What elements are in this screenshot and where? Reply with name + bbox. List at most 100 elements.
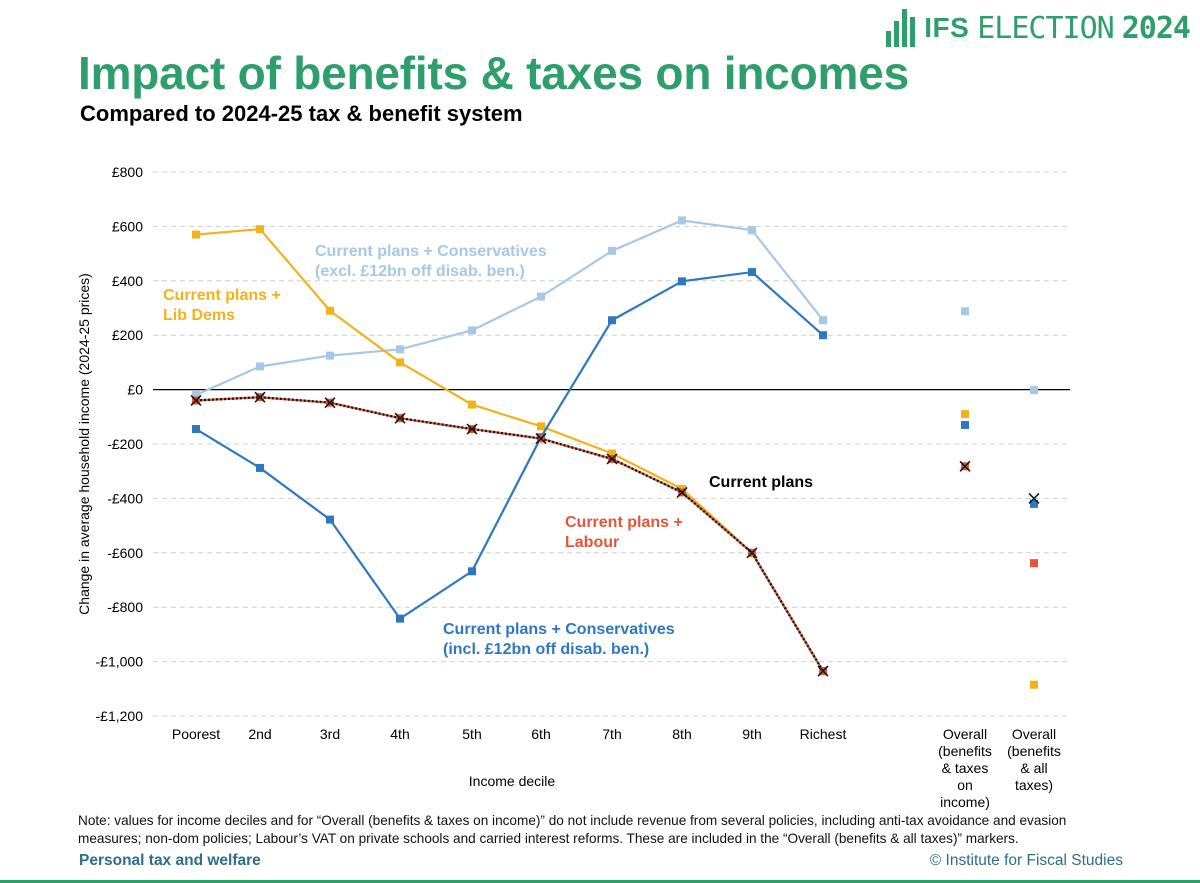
overall-point <box>1030 386 1038 395</box>
footer-section: Personal tax and welfare <box>79 852 261 869</box>
data-point <box>396 614 404 623</box>
x-tick-label: 2nd <box>248 726 271 742</box>
x-tick-label: 6th <box>531 726 550 742</box>
x-tick-label: 8th <box>672 726 691 742</box>
x-tick-label-overall: taxes) <box>1015 777 1053 793</box>
data-point <box>324 397 336 409</box>
brand-ifs: IFS <box>924 12 970 43</box>
data-point <box>608 316 616 325</box>
data-point <box>256 463 264 472</box>
page-title: Impact of benefits & taxes on incomes <box>78 47 910 99</box>
series-label: (incl. £12bn off disab. ben.) <box>443 641 649 658</box>
overall-point <box>1030 680 1038 689</box>
x-tick-label-overall: (benefits <box>938 743 992 759</box>
x-tick-label-overall: Overall <box>1012 726 1056 742</box>
y-tick-label: -£400 <box>107 490 143 506</box>
data-point <box>326 351 334 360</box>
data-point <box>254 391 266 403</box>
data-point <box>748 268 756 277</box>
data-point <box>676 486 688 498</box>
x-tick-label: 5th <box>462 726 481 742</box>
data-point <box>746 547 758 559</box>
overall-point <box>1030 559 1038 568</box>
y-tick-label: -£200 <box>107 436 143 452</box>
series-line <box>195 219 824 397</box>
y-axis-title: Change in average household income (2024… <box>76 273 92 615</box>
data-point <box>468 326 476 335</box>
overall-point <box>961 307 969 316</box>
series-label: Current plans + Conservatives <box>443 621 675 638</box>
series-line <box>195 270 824 621</box>
x-tick-label-overall: (benefits <box>1007 743 1061 759</box>
data-point <box>678 277 686 286</box>
data-point <box>535 432 547 445</box>
footer-copyright: © Institute for Fiscal Studies <box>929 852 1123 869</box>
y-tick-label: -£800 <box>107 599 143 615</box>
series-line <box>195 227 824 672</box>
x-tick-label: Richest <box>800 726 847 742</box>
brand-election: ELECTION <box>977 10 1114 46</box>
overall-point <box>1030 499 1038 508</box>
x-tick-label: 9th <box>742 726 761 742</box>
data-point <box>192 391 200 400</box>
x-tick-label: 7th <box>602 726 621 742</box>
data-point <box>537 292 545 301</box>
series-label: Current plans + Conservatives <box>315 243 547 260</box>
x-axis-title: Income decile <box>469 773 556 789</box>
x-tick-label: 3rd <box>320 726 340 742</box>
overall-point <box>959 460 971 472</box>
series-label: Labour <box>565 534 619 551</box>
x-tick-label: 4th <box>390 726 409 742</box>
series-label: (excl. £12bn off disab. ben.) <box>315 263 525 280</box>
x-tick-label-overall: & taxes <box>942 760 989 776</box>
overall-point <box>961 420 969 429</box>
y-tick-label: £400 <box>112 273 143 289</box>
x-tick-label: Poorest <box>172 726 220 742</box>
x-tick-label-overall: income) <box>940 794 990 810</box>
brand-year: 2024 <box>1121 10 1191 46</box>
data-point <box>396 345 404 354</box>
x-tick-label-overall: Overall <box>943 726 987 742</box>
x-tick-label-overall: & all <box>1020 760 1047 776</box>
y-tick-label: £600 <box>112 218 143 234</box>
x-tick-label-overall: on <box>957 777 973 793</box>
data-point <box>819 331 827 340</box>
data-point <box>190 394 202 407</box>
data-point <box>819 316 827 325</box>
y-tick-label: -£600 <box>107 545 143 561</box>
data-point <box>608 449 616 458</box>
series-label: Current plans <box>709 474 813 491</box>
data-point <box>537 422 545 431</box>
data-point <box>192 425 200 434</box>
data-point <box>468 567 476 576</box>
data-point <box>192 230 200 239</box>
data-point <box>468 400 476 409</box>
data-point <box>256 362 264 371</box>
data-point <box>608 246 616 255</box>
overall-point <box>961 410 969 419</box>
page-subtitle: Compared to 2024-25 tax & benefit system <box>80 101 523 126</box>
data-point <box>678 216 686 225</box>
series-label: Current plans + <box>565 514 683 531</box>
y-tick-label: £800 <box>112 164 143 180</box>
data-point <box>396 358 404 367</box>
bottom-rule <box>0 880 1200 883</box>
series-label: Current plans + <box>163 287 281 304</box>
y-tick-label: £0 <box>127 382 143 398</box>
ifs-election-logo: IFS ELECTION 2024 <box>886 6 1191 50</box>
series-line-current-plans <box>195 396 825 672</box>
y-tick-label: -£1,200 <box>96 708 144 724</box>
data-point <box>326 515 334 524</box>
data-point <box>817 665 829 677</box>
series-label: Lib Dems <box>163 307 235 324</box>
bar-chart-icon <box>886 9 918 47</box>
line-chart: £800 £600 £400 £200 £0 -£200 -£400 -£600 -£800 -£… <box>76 164 1070 810</box>
data-point <box>748 226 756 235</box>
data-point <box>256 225 264 234</box>
overall-point <box>1028 492 1040 504</box>
chart-note: Note: values for income deciles and for … <box>78 813 1067 846</box>
data-point <box>326 306 334 315</box>
y-tick-label: -£1,000 <box>96 654 144 670</box>
data-point <box>466 423 478 435</box>
data-point <box>394 412 406 424</box>
